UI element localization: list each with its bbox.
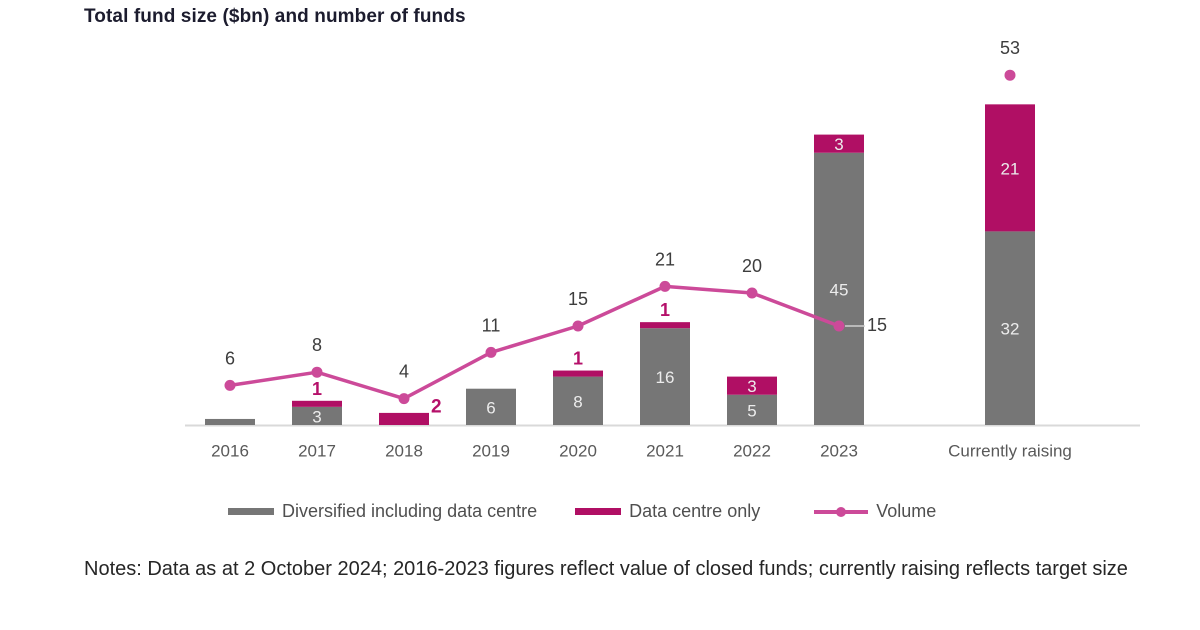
chart-title: Total fund size ($bn) and number of fund… <box>84 6 466 27</box>
chart-notes: Notes: Data as at 2 October 2024; 2016-2… <box>84 558 1128 580</box>
volume-dot-2018 <box>398 393 410 405</box>
bar-label-data-centre-2020: 1 <box>573 349 583 369</box>
x-axis-label-2017: 2017 <box>298 442 336 461</box>
volume-dot-2019 <box>485 346 497 358</box>
volume-label-2016: 6 <box>225 348 235 368</box>
volume-label-2023: 15 <box>867 315 887 335</box>
bar-diversified-2022 <box>727 394 777 425</box>
x-axis-label-2018: 2018 <box>385 442 423 461</box>
volume-dot-2021 <box>659 280 671 292</box>
bar-diversified-2016 <box>205 418 255 425</box>
volume-label-2021: 21 <box>655 249 675 269</box>
legend-item-volume: Volume <box>814 501 936 522</box>
bar-data-centre-2020 <box>553 370 603 377</box>
bar-diversified-currently-raising <box>985 231 1035 425</box>
x-axis-label-2023: 2023 <box>820 442 858 461</box>
legend-label-data-centre: Data centre only <box>629 501 761 521</box>
legend-label-diversified: Diversified including data centre <box>282 501 538 521</box>
bar-data-centre-2021 <box>640 322 690 329</box>
chart-legend: Diversified including data centre Data c… <box>228 501 936 522</box>
bar-label-data-centre-2018: 2 <box>431 396 442 417</box>
volume-label-currently-raising: 53 <box>1000 38 1020 58</box>
x-axis-label-2021: 2021 <box>646 442 684 461</box>
bar-diversified-2023 <box>814 152 864 425</box>
bar-diversified-2019 <box>466 388 516 425</box>
bar-diversified-2017 <box>292 406 342 425</box>
bar-label-data-centre-2022: 3 <box>747 377 756 396</box>
volume-label-2022: 20 <box>742 256 762 276</box>
bar-label-data-centre-2021: 1 <box>660 300 670 320</box>
x-axis-label-2016: 2016 <box>211 442 249 461</box>
bar-data-centre-2023 <box>814 134 864 153</box>
bar-data-centre-currently-raising <box>985 104 1035 232</box>
bar-label-data-centre-2017: 1 <box>312 379 322 399</box>
volume-swatch-icon <box>814 506 869 518</box>
bar-label-diversified-2019: 6 <box>486 398 495 417</box>
bar-data-centre-2018 <box>379 412 429 425</box>
volume-dot-2022 <box>746 287 758 299</box>
volume-dot-currently-raising <box>1004 69 1016 81</box>
volume-label-2018: 4 <box>399 362 409 382</box>
x-axis-label-2019: 2019 <box>472 442 510 461</box>
bar-diversified-2021 <box>640 328 690 425</box>
bar-data-centre-2017 <box>292 400 342 407</box>
legend-label-volume: Volume <box>876 501 937 521</box>
volume-dot-2020 <box>572 320 584 332</box>
volume-dot-2017 <box>311 366 323 378</box>
volume-dot-2016 <box>224 379 236 391</box>
bar-label-diversified-2021: 16 <box>656 368 675 387</box>
diversified-swatch-icon <box>228 508 274 515</box>
volume-dot-2023 <box>833 320 845 332</box>
data-centre-swatch-icon <box>575 508 622 515</box>
bar-data-centre-2022 <box>727 376 777 395</box>
bar-label-diversified-2017: 3 <box>312 407 321 426</box>
bar-label-data-centre-currently-raising: 21 <box>1001 159 1020 178</box>
bar-label-data-centre-2023: 3 <box>834 135 843 154</box>
legend-item-data-centre: Data centre only <box>575 501 760 522</box>
bar-diversified-2020 <box>553 376 603 425</box>
volume-label-2020: 15 <box>568 289 588 309</box>
volume-line <box>228 284 841 401</box>
legend-item-diversified: Diversified including data centre <box>228 501 537 522</box>
bar-label-diversified-2020: 8 <box>573 392 582 411</box>
bar-label-diversified-currently-raising: 32 <box>1001 320 1020 339</box>
volume-label-2019: 11 <box>482 315 501 335</box>
x-axis-label-2020: 2020 <box>559 442 597 461</box>
volume-label-2017: 8 <box>312 335 322 355</box>
bar-label-diversified-2023: 45 <box>830 280 849 299</box>
bar-label-diversified-2022: 5 <box>747 401 756 420</box>
x-axis-label-currently-raising: Currently raising <box>948 442 1072 461</box>
x-axis-label-2022: 2022 <box>733 442 771 461</box>
